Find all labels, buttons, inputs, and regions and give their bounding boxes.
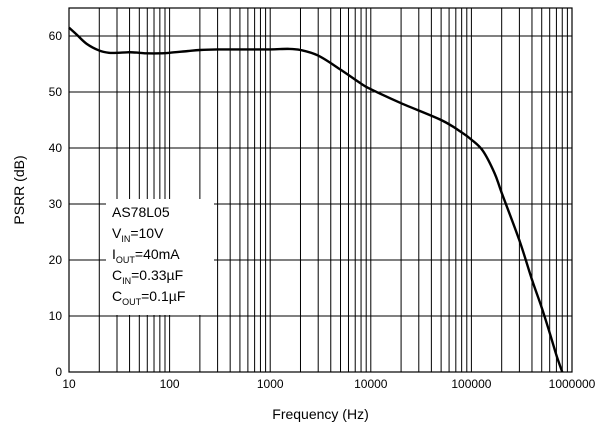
annotation-value: =40mA [135,246,180,262]
annotation-subscript: OUT [122,297,142,307]
annotation-box: AS78L05VIN=10VIOUT=40mACIN=0.33µFCOUT=0.… [106,199,214,315]
annotation-main: V [112,225,122,241]
annotation-subscript: IN [122,276,131,286]
x-tick-label: 100 [160,377,180,391]
x-tick-label: 10000 [354,377,388,391]
y-tick-label: 60 [49,29,63,43]
x-tick-label: 1000000 [549,377,596,391]
y-tick-label: 50 [49,85,63,99]
y-tick-label: 30 [49,197,63,211]
annotation-value: =0.33µF [131,267,183,283]
annotation-line: COUT=0.1µF [112,288,185,307]
y-axis-label: PSRR (dB) [11,155,27,224]
grid-layer [69,8,572,372]
annotation-background [106,199,214,315]
annotation-line: CIN=0.33µF [112,267,183,286]
annotation-line: AS78L05 [112,204,170,220]
annotation-main: AS78L05 [112,204,170,220]
annotation-main: I [112,246,116,262]
annotation-value: =10V [130,225,164,241]
x-tick-label: 100000 [451,377,491,391]
annotation-main: C [112,288,122,304]
x-tick-label: 1000 [257,377,284,391]
y-tick-label: 20 [49,253,63,267]
annotation-subscript: IN [121,234,130,244]
annotation-main: C [112,267,122,283]
y-tick-label: 40 [49,141,63,155]
y-tick-label: 10 [49,309,63,323]
annotation-line: VIN=10V [112,225,164,244]
x-axis-label: Frequency (Hz) [272,406,368,422]
annotation-line: IOUT=40mA [112,246,180,265]
series-line [68,26,564,373]
annotation-subscript: OUT [116,255,136,265]
y-tick-label: 0 [55,365,62,379]
plot-frame [68,7,573,373]
annotation-value: =0.1µF [141,288,185,304]
x-tick-label: 10 [62,377,76,391]
